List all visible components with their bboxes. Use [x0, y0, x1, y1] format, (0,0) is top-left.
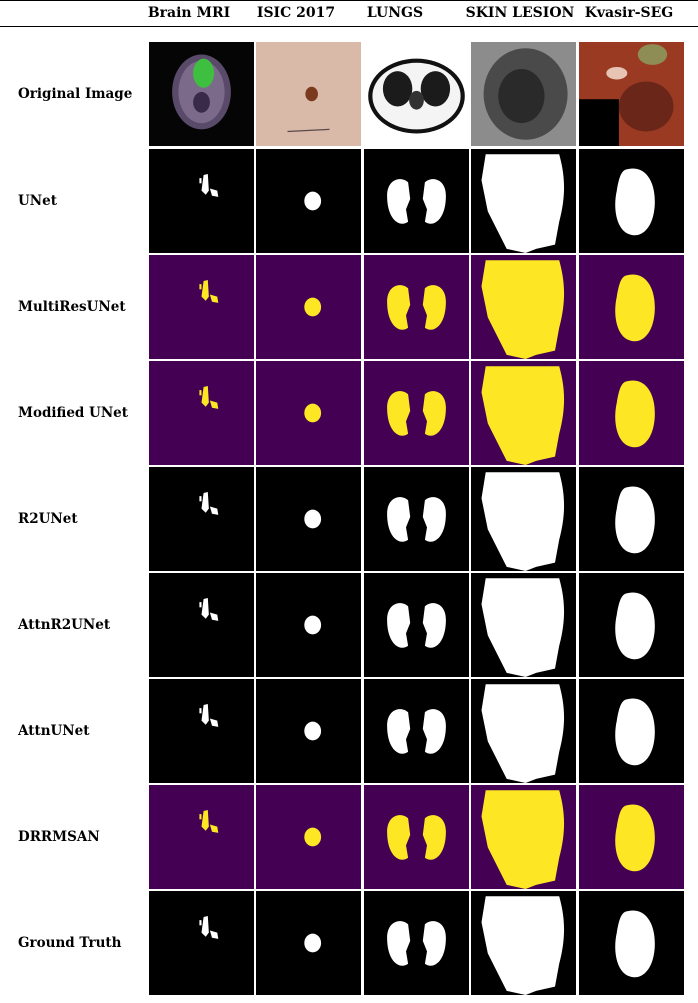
segmentation-mask	[364, 361, 469, 465]
segmentation-mask	[471, 785, 576, 889]
segmentation-mask	[364, 255, 469, 359]
segmentation-mask	[579, 255, 684, 359]
segmentation-mask	[579, 679, 684, 783]
segmentation-mask	[471, 573, 576, 677]
segmentation-mask	[579, 891, 684, 995]
column-header-3: LUNGS	[366, 5, 424, 21]
row-label-6: AttnR2UNet	[18, 617, 111, 633]
original-image	[364, 42, 469, 146]
row-label-2: UNet	[18, 193, 57, 209]
segmentation-mask	[471, 255, 576, 359]
segmentation-mask	[256, 255, 361, 359]
segmentation-mask	[364, 785, 469, 889]
segmentation-mask	[364, 467, 469, 571]
segmentation-mask	[256, 361, 361, 465]
row-label-7: AttnUNet	[18, 723, 90, 739]
column-header-5: Kvasir-SEG	[584, 5, 674, 21]
segmentation-mask	[579, 149, 684, 253]
segmentation-mask	[256, 467, 361, 571]
row-label-4: Modified UNet	[18, 405, 128, 421]
segmentation-mask	[149, 467, 254, 571]
row-label-3: MultiResUNet	[18, 299, 126, 315]
segmentation-mask	[256, 679, 361, 783]
segmentation-mask	[256, 891, 361, 995]
segmentation-mask	[579, 361, 684, 465]
column-header-2: ISIC 2017	[256, 5, 336, 21]
column-header-4: SKIN LESION	[465, 5, 575, 21]
header-rule	[0, 26, 698, 27]
segmentation-mask	[579, 573, 684, 677]
row-label-1: Original Image	[18, 86, 133, 102]
original-image	[579, 42, 684, 146]
segmentation-mask	[579, 785, 684, 889]
original-image	[149, 42, 254, 146]
segmentation-mask	[579, 467, 684, 571]
segmentation-mask	[471, 149, 576, 253]
segmentation-mask	[149, 891, 254, 995]
segmentation-mask	[471, 361, 576, 465]
segmentation-mask	[364, 679, 469, 783]
segmentation-mask	[149, 573, 254, 677]
segmentation-mask	[149, 255, 254, 359]
row-label-9: Ground Truth	[18, 935, 122, 951]
segmentation-mask	[364, 891, 469, 995]
segmentation-mask	[364, 149, 469, 253]
row-label-5: R2UNet	[18, 511, 78, 527]
segmentation-mask	[471, 679, 576, 783]
segmentation-mask	[256, 785, 361, 889]
row-label-8: DRRMSAN	[18, 829, 100, 845]
segmentation-mask	[256, 573, 361, 677]
original-image	[471, 42, 576, 146]
segmentation-mask	[471, 891, 576, 995]
segmentation-mask	[471, 467, 576, 571]
segmentation-mask	[364, 573, 469, 677]
segmentation-mask	[149, 785, 254, 889]
column-header-1: Brain MRI	[147, 5, 231, 21]
segmentation-mask	[256, 149, 361, 253]
top-rule	[0, 0, 698, 1]
segmentation-mask	[149, 361, 254, 465]
original-image	[256, 42, 361, 146]
segmentation-mask	[149, 149, 254, 253]
segmentation-mask	[149, 679, 254, 783]
